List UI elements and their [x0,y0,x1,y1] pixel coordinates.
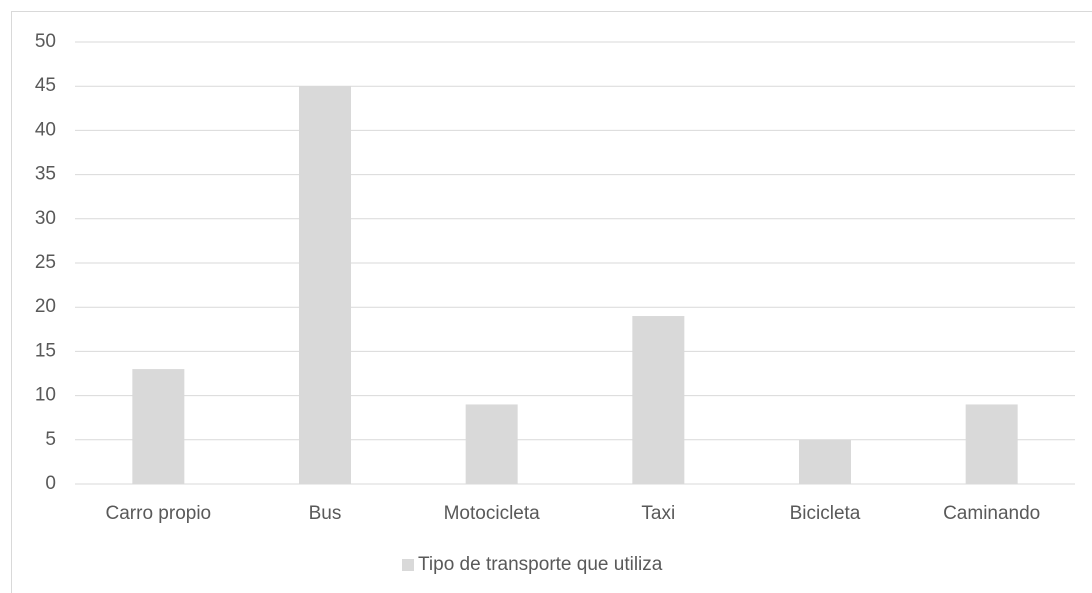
x-tick-label: Bicicleta [790,503,861,524]
y-tick-label: 10 [35,385,56,406]
y-tick-label: 40 [35,119,56,140]
y-tick-label: 50 [35,31,56,52]
x-tick-label: Carro propio [106,503,212,524]
legend-label: Tipo de transporte que utiliza [418,554,663,575]
y-tick-label: 0 [45,473,56,494]
bar [465,404,518,484]
y-tick-label: 5 [45,429,56,450]
y-tick-label: 15 [35,340,56,361]
bar [632,316,685,484]
y-tick-label: 20 [35,296,56,317]
x-tick-label: Taxi [641,503,675,524]
bar [132,369,185,484]
y-tick-label: 25 [35,252,56,273]
y-tick-label: 45 [35,75,56,96]
legend-swatch [402,559,414,571]
bar [799,439,851,484]
y-tick-label: 35 [35,164,56,185]
y-tick-label: 30 [35,208,56,229]
bar [965,404,1018,484]
x-tick-label: Bus [309,503,342,524]
chart-frame [11,11,1092,593]
x-tick-label: Motocicleta [444,503,541,524]
x-tick-label: Caminando [943,503,1040,524]
bar [299,86,351,484]
